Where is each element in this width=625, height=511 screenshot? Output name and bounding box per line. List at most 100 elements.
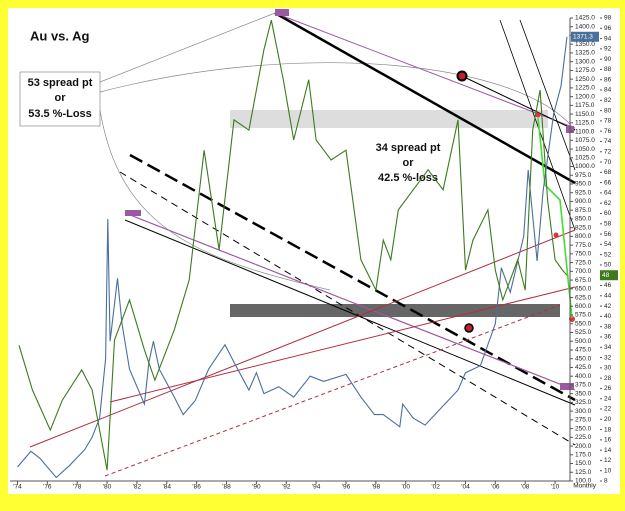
x-axis-label: Monthly xyxy=(573,483,597,490)
band-light xyxy=(230,110,548,128)
y2-tick-label: 30 xyxy=(604,365,612,372)
value-label-box xyxy=(600,270,618,281)
y2-tick-label: 72 xyxy=(604,148,612,155)
y2-tick-label: 80 xyxy=(604,107,612,114)
y2-tick-label: 28 xyxy=(604,375,612,382)
y-tick-label: 1100.0 xyxy=(575,128,595,135)
annotation: 53.5 %-Loss xyxy=(28,108,92,120)
y-tick-label: 750.0 xyxy=(575,251,592,258)
y2-tick-label: 78 xyxy=(604,118,612,125)
y-tick-label: 925.0 xyxy=(575,189,592,196)
y-tick-label: 650.0 xyxy=(575,286,592,293)
y2-tick-label: 58 xyxy=(604,220,612,227)
y-tick-label: 350.0 xyxy=(575,390,592,397)
y-tick-label: 1200.0 xyxy=(575,93,595,100)
y2-tick-label: 40 xyxy=(604,313,612,320)
y-tick-label: 375.0 xyxy=(575,382,592,389)
marker-bar xyxy=(275,9,289,16)
band-dark xyxy=(230,304,560,317)
y2-tick-label: 62 xyxy=(604,200,612,207)
y2-tick-label: 24 xyxy=(604,395,612,402)
annotation: or xyxy=(403,157,415,169)
x-tick-label: '74 xyxy=(13,484,22,491)
y2-tick-label: 44 xyxy=(604,293,612,300)
annotation: or xyxy=(55,92,67,104)
x-tick-label: '96 xyxy=(342,484,351,491)
y-tick-label: 900.0 xyxy=(575,198,592,205)
x-tick-label: '04 xyxy=(461,484,470,491)
x-tick-label: '78 xyxy=(73,484,82,491)
y-tick-label: 875.0 xyxy=(575,207,592,214)
y2-tick-label: 12 xyxy=(604,457,612,464)
y-tick-label: 1175.0 xyxy=(575,102,595,109)
annotation: 53 spread pt xyxy=(28,77,93,89)
y-tick-label: 125.0 xyxy=(575,469,592,476)
value-label: 1371.3 xyxy=(573,33,593,40)
x-tick-label: '92 xyxy=(282,484,291,491)
y-tick-label: 700.0 xyxy=(575,268,592,275)
y2-tick-label: 36 xyxy=(604,334,612,341)
y-tick-label: 1400.0 xyxy=(575,23,595,30)
y-tick-label: 1125.0 xyxy=(575,120,595,127)
trend-line xyxy=(129,153,576,402)
y-tick-label: 850.0 xyxy=(575,216,592,223)
x-tick-label: '88 xyxy=(222,484,231,491)
y-tick-label: 150.0 xyxy=(575,460,592,467)
trend-line xyxy=(124,212,576,391)
y-tick-label: 425.0 xyxy=(575,364,592,371)
trend-line xyxy=(274,12,576,129)
y-tick-label: 175.0 xyxy=(575,452,592,459)
y-tick-label: 600.0 xyxy=(575,303,592,310)
y-tick-label: 1350.0 xyxy=(575,41,595,48)
y-tick-label: 250.0 xyxy=(575,425,592,432)
y2-tick-label: 16 xyxy=(604,437,612,444)
y-tick-label: 1150.0 xyxy=(575,111,595,118)
channel-line xyxy=(29,229,576,448)
marker-dot xyxy=(553,232,559,238)
guide-line xyxy=(99,12,276,83)
y2-tick-label: 96 xyxy=(604,25,612,32)
y2-tick-label: 92 xyxy=(604,46,612,53)
x-tick-label: '84 xyxy=(163,484,172,491)
y-tick-label: 325.0 xyxy=(575,399,592,406)
y-tick-label: 775.0 xyxy=(575,242,592,249)
trend-line xyxy=(499,19,576,231)
y2-tick-label: 82 xyxy=(604,97,612,104)
y2-tick-label: 20 xyxy=(604,416,612,423)
y2-tick-label: 18 xyxy=(604,426,612,433)
trend-line xyxy=(461,75,576,131)
y2-tick-label: 68 xyxy=(604,169,612,176)
series-line xyxy=(17,36,568,479)
y2-tick-label: 84 xyxy=(604,87,612,94)
y2-tick-label: 50 xyxy=(604,262,612,269)
x-tick-label: '86 xyxy=(192,484,201,491)
y-tick-label: 1225.0 xyxy=(575,85,595,92)
y2-tick-label: 98 xyxy=(604,15,612,22)
y-tick-label: 525.0 xyxy=(575,329,592,336)
trend-line xyxy=(274,11,576,185)
y-tick-label: 1300.0 xyxy=(575,58,595,65)
y2-tick-label: 42 xyxy=(604,303,612,310)
y-tick-label: 1000.0 xyxy=(575,163,595,170)
chart-title: Au vs. Ag xyxy=(30,28,90,43)
y2-tick-label: 60 xyxy=(604,210,612,217)
value-label-box xyxy=(571,31,599,42)
y2-tick-label: 14 xyxy=(604,447,612,454)
y-tick-label: 1025.0 xyxy=(575,154,595,161)
y-tick-label: 950.0 xyxy=(575,181,592,188)
marker-dot xyxy=(456,70,468,82)
y2-tick-label: 94 xyxy=(604,35,612,42)
y-tick-label: 825.0 xyxy=(575,224,592,231)
annotation: 34 spread pt xyxy=(376,142,441,154)
x-tick-label: '80 xyxy=(103,484,112,491)
y2-tick-label: 66 xyxy=(604,179,612,186)
y2-tick-label: 52 xyxy=(604,251,612,258)
y2-tick-label: 22 xyxy=(604,406,612,413)
y-tick-label: 725.0 xyxy=(575,259,592,266)
x-tick-label: '76 xyxy=(43,484,52,491)
y-tick-label: 1050.0 xyxy=(575,146,595,153)
y-tick-label: 400.0 xyxy=(575,373,592,380)
marker-dot xyxy=(464,323,474,333)
y2-tick-label: 32 xyxy=(604,354,612,361)
